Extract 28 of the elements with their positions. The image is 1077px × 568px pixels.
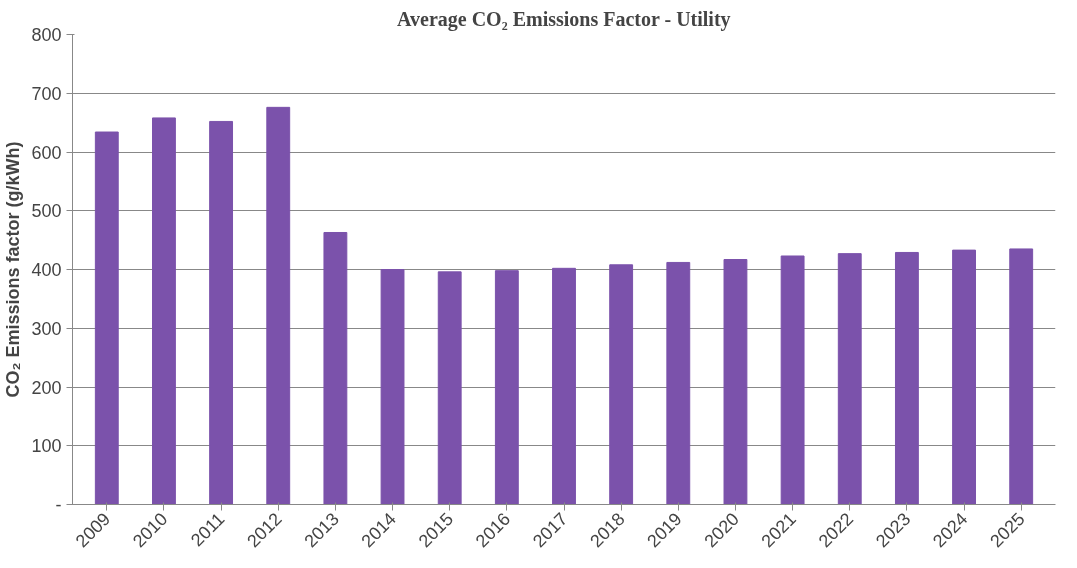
- y-tick-label: 500: [31, 201, 62, 222]
- y-tick-label: 700: [31, 83, 62, 104]
- y-tick-label: 600: [31, 142, 62, 163]
- y-tick-label: 100: [31, 436, 62, 457]
- bar: [894, 251, 919, 505]
- bar: [437, 271, 462, 505]
- bar: [837, 253, 862, 505]
- y-tick-label: 200: [31, 377, 62, 398]
- bar: [380, 269, 405, 505]
- chart-title: Average CO₂ Emissions Factor - Utility: [397, 7, 731, 31]
- bar: [266, 106, 291, 505]
- bar: [494, 270, 519, 505]
- bar: [666, 261, 691, 505]
- bar: [209, 120, 234, 505]
- y-tick-label: 400: [31, 260, 62, 280]
- bar: [94, 131, 119, 505]
- y-axis-title: CO₂ Emissions factor (g/kWh): [3, 141, 24, 398]
- bar: [952, 249, 976, 505]
- bar: [609, 264, 634, 505]
- bar: [152, 117, 176, 505]
- bar: [1009, 248, 1034, 505]
- bar: [323, 231, 348, 505]
- y-tick-label: -: [55, 495, 62, 515]
- bar: [780, 255, 805, 505]
- y-tick-label: 800: [31, 25, 62, 45]
- y-tick-label: 300: [31, 318, 62, 339]
- bar: [552, 267, 576, 505]
- bar: [723, 259, 748, 505]
